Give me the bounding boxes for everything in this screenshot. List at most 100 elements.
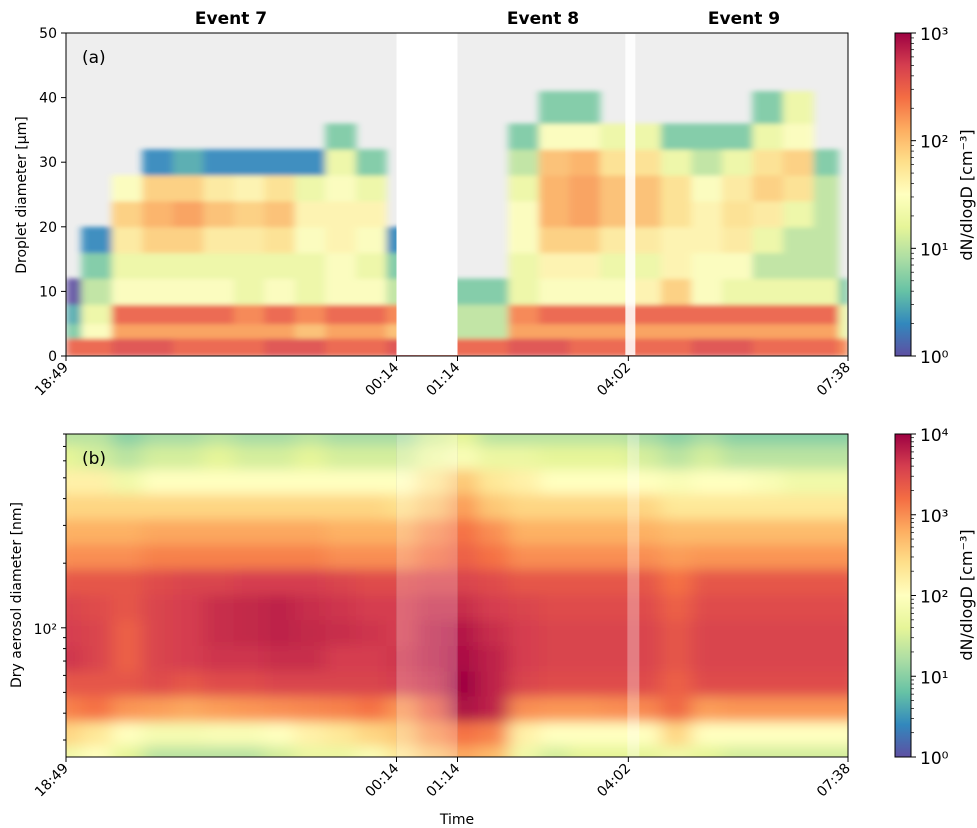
heatmap-cell bbox=[66, 670, 82, 697]
heatmap-cell bbox=[721, 696, 753, 722]
panel-a-label: (a) bbox=[82, 48, 106, 68]
heatmap-cell bbox=[416, 721, 448, 746]
heatmap-cell bbox=[264, 468, 296, 495]
heatmap-cell bbox=[172, 175, 204, 202]
heatmap-cell bbox=[264, 226, 296, 254]
heatmap-cell bbox=[355, 323, 387, 339]
heatmap-cell bbox=[66, 434, 82, 446]
event-label: Event 8 bbox=[507, 9, 579, 29]
heatmap-cell bbox=[782, 434, 814, 446]
heatmap-cell bbox=[752, 175, 784, 202]
heatmap-cell bbox=[630, 304, 662, 325]
heatmap-cell bbox=[203, 304, 235, 325]
heatmap-cell bbox=[599, 594, 631, 621]
heatmap-cell bbox=[813, 278, 839, 305]
heatmap-cell bbox=[599, 544, 631, 570]
heatmap-cell bbox=[813, 323, 839, 339]
colorbar-b-bar bbox=[894, 433, 912, 758]
heatmap-cell bbox=[691, 175, 723, 202]
heatmap-cell bbox=[264, 645, 296, 672]
heatmap-cell bbox=[264, 445, 296, 470]
heatmap-cell bbox=[569, 252, 601, 279]
heatmap-cell bbox=[66, 518, 82, 545]
heatmap-cell bbox=[416, 745, 448, 757]
heatmap-cell bbox=[294, 594, 326, 621]
heatmap-cell bbox=[838, 594, 848, 621]
heatmap-cell bbox=[569, 91, 601, 124]
heatmap-cell bbox=[721, 434, 753, 446]
heatmap-cell bbox=[630, 670, 662, 697]
heatmap-cell bbox=[81, 338, 113, 356]
heatmap-cell bbox=[813, 338, 839, 356]
heatmap-cell bbox=[538, 493, 570, 520]
heatmap-cell bbox=[660, 338, 692, 356]
heatmap-cell bbox=[477, 645, 509, 672]
heatmap-cell bbox=[325, 278, 357, 305]
heatmap-cell bbox=[386, 544, 418, 570]
panel-a-frame bbox=[65, 32, 849, 357]
heatmap-cell bbox=[691, 200, 723, 228]
heatmap-cell bbox=[477, 323, 509, 339]
heatmap-cell bbox=[508, 175, 540, 202]
heatmap-cell bbox=[538, 645, 570, 672]
heatmap-cell bbox=[447, 594, 479, 621]
heatmap-cell bbox=[508, 544, 540, 570]
heatmap-cell bbox=[838, 544, 848, 570]
heatmap-cell bbox=[447, 568, 479, 595]
heatmap-cell bbox=[111, 696, 143, 722]
heatmap-cell bbox=[355, 252, 387, 279]
heatmap-cell bbox=[142, 175, 174, 202]
heatmap-cell bbox=[264, 304, 296, 325]
heatmap-cell bbox=[630, 568, 662, 595]
heatmap-cell bbox=[752, 493, 784, 520]
heatmap-cell bbox=[325, 323, 357, 339]
heatmap-cell bbox=[81, 544, 113, 570]
heatmap-cell bbox=[508, 252, 540, 279]
panel-a-y-axis-label: Droplet diameter [µm] bbox=[14, 116, 30, 274]
heatmap-cell bbox=[508, 226, 540, 254]
heatmap-cell bbox=[508, 696, 540, 722]
heatmap-cell bbox=[538, 594, 570, 621]
heatmap-cell bbox=[752, 434, 784, 446]
heatmap-cell bbox=[538, 252, 570, 279]
heatmap-cell bbox=[66, 544, 82, 570]
heatmap-cell bbox=[294, 226, 326, 254]
heatmap-cell bbox=[294, 568, 326, 595]
heatmap-cell bbox=[538, 200, 570, 228]
heatmap-cell bbox=[630, 445, 662, 470]
heatmap-cell bbox=[813, 745, 839, 757]
x-tick-label: 00:14 bbox=[362, 760, 402, 800]
heatmap-cell bbox=[569, 568, 601, 595]
heatmap-cell bbox=[813, 434, 839, 446]
heatmap-cell bbox=[325, 721, 357, 746]
y-tick-label: 40 bbox=[39, 91, 57, 107]
heatmap-cell bbox=[264, 518, 296, 545]
heatmap-cell bbox=[172, 149, 204, 176]
heatmap-cell bbox=[630, 123, 662, 150]
heatmap-cell bbox=[203, 226, 235, 254]
heatmap-cell bbox=[233, 493, 265, 520]
heatmap-cell bbox=[538, 619, 570, 646]
heatmap-cell bbox=[813, 568, 839, 595]
heatmap-cell bbox=[721, 594, 753, 621]
heatmap-cell bbox=[813, 696, 839, 722]
heatmap-cell bbox=[203, 468, 235, 495]
panel-b-colorbar: 10⁰ 10¹ 10² 10³ 10⁴ dN/dlogD [cm⁻³] bbox=[894, 426, 976, 769]
heatmap-cell bbox=[599, 670, 631, 697]
heatmap-cell bbox=[142, 721, 174, 746]
heatmap-cell bbox=[172, 645, 204, 672]
heatmap-cell bbox=[630, 226, 662, 254]
heatmap-cell bbox=[233, 721, 265, 746]
heatmap-cell bbox=[838, 645, 848, 672]
heatmap-cell bbox=[142, 323, 174, 339]
heatmap-cell bbox=[81, 721, 113, 746]
heatmap-cell bbox=[691, 619, 723, 646]
heatmap-cell bbox=[81, 619, 113, 646]
heatmap-cell bbox=[660, 619, 692, 646]
heatmap-cell bbox=[721, 278, 753, 305]
heatmap-cell bbox=[416, 619, 448, 646]
heatmap-cell bbox=[447, 645, 479, 672]
heatmap-cell bbox=[508, 721, 540, 746]
heatmap-cell bbox=[447, 745, 479, 757]
